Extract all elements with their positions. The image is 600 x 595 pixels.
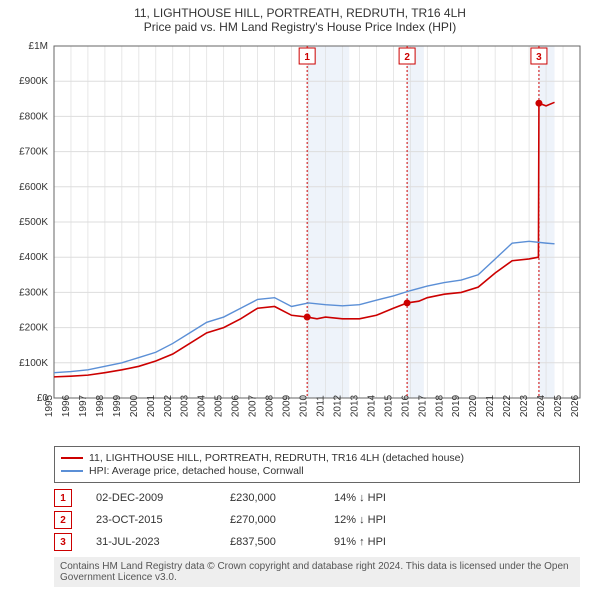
marker-badge: 1 xyxy=(54,489,72,507)
x-tick-label: 2007 xyxy=(248,394,259,417)
x-tick-label: 2017 xyxy=(417,394,428,417)
y-tick-label: £300K xyxy=(19,287,48,298)
series-marker-point xyxy=(304,314,311,321)
x-tick-label: 2019 xyxy=(451,394,462,417)
marker-price: £230,000 xyxy=(230,492,310,504)
x-tick-label: 2002 xyxy=(163,394,174,417)
x-tick-label: 2004 xyxy=(197,394,208,417)
x-tick-label: 2016 xyxy=(400,394,411,417)
x-tick-label: 2006 xyxy=(231,394,242,417)
y-tick-label: £200K xyxy=(19,323,48,334)
x-tick-label: 1997 xyxy=(78,394,89,417)
chart-subtitle: Price paid vs. HM Land Registry's House … xyxy=(0,20,600,38)
marker-price: £270,000 xyxy=(230,514,310,526)
x-tick-label: 2010 xyxy=(299,394,310,417)
chart-svg: £0£100K£200K£300K£400K£500K£600K£700K£80… xyxy=(0,38,600,438)
x-tick-label: 2018 xyxy=(434,394,445,417)
x-tick-label: 2001 xyxy=(146,394,157,417)
x-tick-label: 2013 xyxy=(349,394,360,417)
y-tick-label: £700K xyxy=(19,147,48,158)
chart-title: 11, LIGHTHOUSE HILL, PORTREATH, REDRUTH,… xyxy=(0,0,600,20)
marker-badge-label: 2 xyxy=(404,52,410,63)
x-tick-label: 2023 xyxy=(519,394,530,417)
y-tick-label: £800K xyxy=(19,111,48,122)
marker-date: 31-JUL-2023 xyxy=(96,536,206,548)
marker-badge-label: 3 xyxy=(536,52,542,63)
x-tick-label: 2009 xyxy=(282,394,293,417)
x-tick-label: 2003 xyxy=(180,394,191,417)
marker-pct: 12% ↓ HPI xyxy=(334,514,444,526)
x-tick-label: 2011 xyxy=(315,395,326,417)
markers-table-row: 2 23-OCT-2015 £270,000 12% ↓ HPI xyxy=(54,511,580,529)
x-tick-label: 1999 xyxy=(112,394,123,417)
legend-item: HPI: Average price, detached house, Corn… xyxy=(61,465,573,477)
marker-pct: 14% ↓ HPI xyxy=(334,492,444,504)
footer-attribution: Contains HM Land Registry data © Crown c… xyxy=(54,557,580,587)
marker-badge: 2 xyxy=(54,511,72,529)
y-tick-label: £500K xyxy=(19,217,48,228)
marker-pct: 91% ↑ HPI xyxy=(334,536,444,548)
y-tick-label: £100K xyxy=(19,358,48,369)
y-tick-label: £400K xyxy=(19,252,48,263)
x-tick-label: 2026 xyxy=(570,394,581,417)
x-tick-label: 2008 xyxy=(265,394,276,417)
x-tick-label: 2024 xyxy=(536,394,547,417)
legend-label: 11, LIGHTHOUSE HILL, PORTREATH, REDRUTH,… xyxy=(89,452,464,464)
series-marker-point xyxy=(535,100,542,107)
legend-item: 11, LIGHTHOUSE HILL, PORTREATH, REDRUTH,… xyxy=(61,452,573,464)
y-tick-label: £600K xyxy=(19,182,48,193)
legend-label: HPI: Average price, detached house, Corn… xyxy=(89,465,304,477)
x-tick-label: 2022 xyxy=(502,394,513,417)
marker-date: 23-OCT-2015 xyxy=(96,514,206,526)
x-tick-label: 1998 xyxy=(95,394,106,417)
x-tick-label: 1996 xyxy=(61,394,72,417)
y-tick-label: £1M xyxy=(29,41,48,52)
markers-table-row: 3 31-JUL-2023 £837,500 91% ↑ HPI xyxy=(54,533,580,551)
x-tick-label: 1995 xyxy=(44,394,55,417)
x-tick-label: 2014 xyxy=(366,394,377,417)
x-tick-label: 2025 xyxy=(553,394,564,417)
y-tick-label: £900K xyxy=(19,76,48,87)
x-tick-label: 2005 xyxy=(214,394,225,417)
legend-swatch xyxy=(61,470,83,472)
x-tick-label: 2015 xyxy=(383,394,394,417)
x-tick-label: 2021 xyxy=(485,394,496,417)
legend: 11, LIGHTHOUSE HILL, PORTREATH, REDRUTH,… xyxy=(54,446,580,483)
marker-badge-label: 1 xyxy=(304,52,310,63)
marker-badge: 3 xyxy=(54,533,72,551)
chart-area: £0£100K£200K£300K£400K£500K£600K£700K£80… xyxy=(0,38,600,438)
markers-table: 1 02-DEC-2009 £230,000 14% ↓ HPI 2 23-OCT-201… xyxy=(54,489,580,551)
x-tick-label: 2012 xyxy=(332,394,343,417)
x-tick-label: 2020 xyxy=(468,394,479,417)
legend-swatch xyxy=(61,457,83,459)
marker-date: 02-DEC-2009 xyxy=(96,492,206,504)
marker-price: £837,500 xyxy=(230,536,310,548)
markers-table-row: 1 02-DEC-2009 £230,000 14% ↓ HPI xyxy=(54,489,580,507)
series-marker-point xyxy=(404,299,411,306)
x-tick-label: 2000 xyxy=(129,394,140,417)
